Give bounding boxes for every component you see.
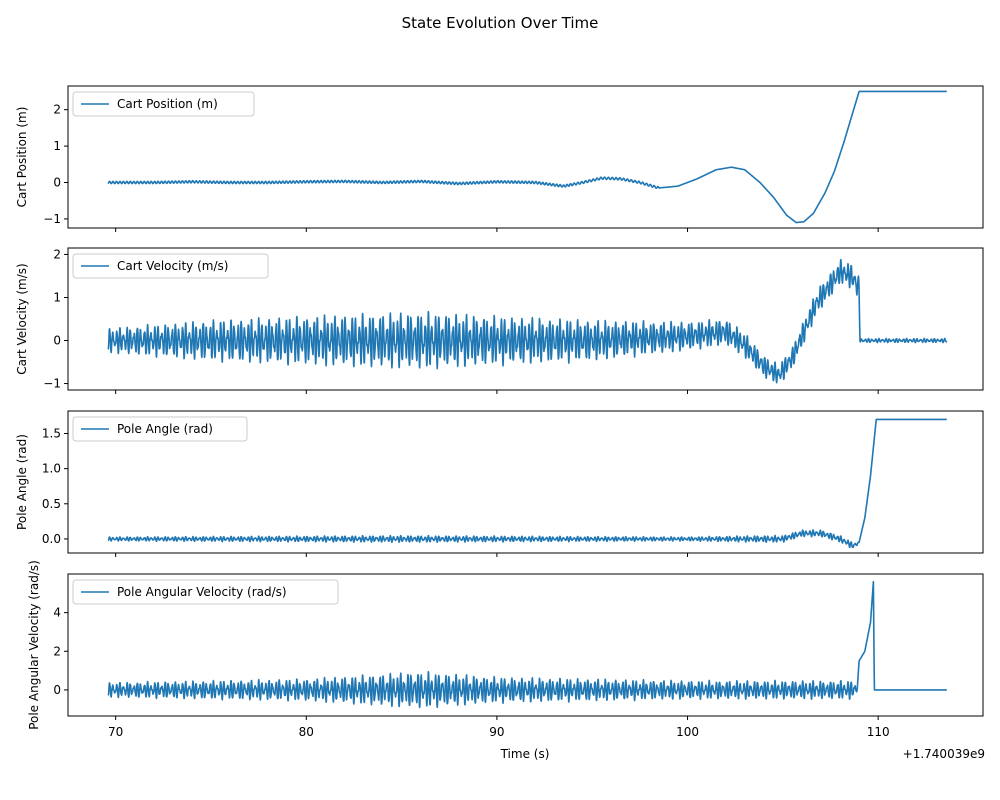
subplot-3: 0.0 0.5 1.0 1.5 Pole Angle (rad) Pole Angle (…	[15, 410, 984, 557]
legend-box	[72, 91, 255, 117]
y-tick-label: 0.5	[42, 497, 61, 511]
y-axis-label: Pole Angle (rad)	[15, 434, 29, 530]
y-tick-label: 1	[53, 290, 61, 304]
series-line	[107, 580, 948, 709]
y-tick-label: −1	[43, 212, 61, 226]
legend: Pole Angular Velocity (rad/s)	[72, 579, 339, 605]
series-line	[107, 90, 948, 224]
y-tick-label: 2	[53, 247, 61, 261]
legend-label: Pole Angle (rad)	[117, 422, 213, 436]
y-axis-label: Cart Position (m)	[15, 107, 29, 208]
legend: Cart Velocity (m/s)	[72, 253, 269, 279]
y-tick-label: 0	[53, 334, 61, 348]
y-tick-label: −1	[43, 377, 61, 391]
legend-label: Pole Angular Velocity (rad/s)	[117, 585, 287, 599]
y-tick-label: 1.5	[42, 426, 61, 440]
series-line	[107, 258, 948, 384]
y-axis-label: Pole Angular Velocity (rad/s)	[27, 560, 41, 730]
axes-frame	[67, 85, 984, 229]
legend: Pole Angle (rad)	[72, 416, 248, 442]
axes-frame	[67, 573, 984, 717]
figure-title: State Evolution Over Time	[402, 14, 599, 32]
series-line	[107, 418, 948, 549]
axes-frame	[67, 410, 984, 554]
legend-label: Cart Position (m)	[117, 97, 218, 111]
y-tick-label: 0	[53, 683, 61, 697]
x-tick-label: 110	[867, 725, 890, 739]
legend: Cart Position (m)	[72, 91, 255, 117]
x-axis-offset-label: +1.740039e9	[903, 747, 985, 761]
y-tick-label: 0.0	[42, 532, 61, 546]
y-tick-label: 1.0	[42, 462, 61, 476]
legend-box	[72, 416, 248, 442]
x-tick-label: 80	[299, 725, 314, 739]
x-tick-label: 70	[108, 725, 123, 739]
legend-box	[72, 579, 339, 605]
subplot-1: −1 0 1 2 Cart Position (m) Cart Position (m)	[15, 85, 984, 232]
y-tick-label: 2	[53, 103, 61, 117]
subplot-2: −1 0 1 2 Cart Velocity (m/s) Cart Velocity (m…	[15, 247, 984, 394]
subplot-4: 70 80 90 100 110 0 2 4 Pole Angular Velocity (ra…	[27, 560, 984, 739]
y-tick-label: 1	[53, 139, 61, 153]
axes-frame	[67, 247, 984, 391]
x-tick-label: 90	[489, 725, 504, 739]
legend-label: Cart Velocity (m/s)	[117, 259, 228, 273]
y-tick-label: 4	[53, 606, 61, 620]
x-axis-label: Time (s)	[500, 747, 550, 761]
x-tick-label: 100	[676, 725, 699, 739]
y-tick-label: 2	[53, 644, 61, 658]
y-tick-label: 0	[53, 175, 61, 189]
legend-box	[72, 253, 269, 279]
y-axis-label: Cart Velocity (m/s)	[15, 263, 29, 374]
